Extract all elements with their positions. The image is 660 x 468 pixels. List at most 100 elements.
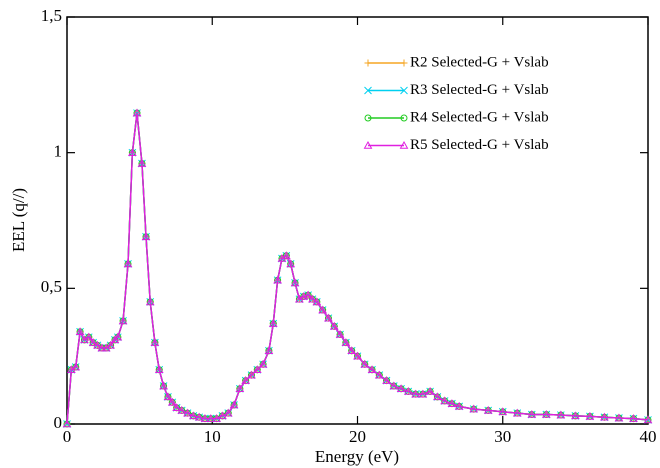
marker	[141, 232, 151, 241]
marker	[241, 376, 251, 384]
y-tick-label: 1,5	[41, 6, 62, 25]
marker	[396, 384, 406, 393]
marker	[360, 359, 370, 368]
y-tick-label: 0	[54, 413, 63, 432]
legend-marker	[400, 114, 408, 122]
marker	[223, 408, 233, 417]
marker	[629, 414, 638, 422]
series-line	[66, 112, 649, 425]
marker	[556, 410, 566, 419]
marker	[218, 411, 227, 420]
marker	[303, 290, 313, 299]
marker	[258, 359, 268, 368]
x-tick-label: 30	[494, 427, 511, 446]
marker	[329, 321, 339, 330]
legend-marker	[364, 59, 372, 67]
marker	[106, 340, 115, 349]
marker	[571, 411, 580, 420]
marker	[433, 392, 442, 401]
marker	[290, 278, 300, 287]
marker	[62, 419, 72, 428]
marker	[252, 365, 262, 374]
marker	[281, 251, 291, 260]
marker	[137, 158, 147, 167]
legend-marker	[399, 140, 409, 149]
legend-label: R5 Selected-G + Vslab	[410, 137, 549, 153]
x-axis-label: Energy (eV)	[315, 447, 399, 466]
marker	[483, 405, 493, 414]
marker	[335, 329, 345, 338]
marker	[154, 365, 164, 374]
marker	[341, 338, 351, 346]
marker	[600, 412, 609, 421]
marker	[324, 313, 333, 322]
series-line	[66, 112, 649, 425]
marker	[212, 414, 221, 422]
marker	[177, 405, 187, 414]
marker	[163, 392, 173, 401]
marker	[113, 332, 123, 341]
x-tick-label: 10	[204, 427, 221, 446]
y-tick-label: 0,5	[41, 277, 62, 296]
marker	[88, 338, 98, 346]
legend-marker	[363, 140, 373, 149]
marker	[643, 415, 653, 424]
marker	[469, 404, 479, 413]
y-axis-label: EEL (q//)	[9, 188, 28, 252]
series-line	[66, 112, 649, 425]
plot-frame	[66, 16, 649, 425]
marker	[229, 400, 239, 409]
marker	[84, 332, 94, 341]
legend-marker	[400, 59, 408, 67]
marker	[235, 384, 245, 393]
marker	[200, 414, 210, 422]
marker	[512, 408, 522, 417]
marker	[194, 412, 204, 421]
marker	[353, 351, 362, 360]
marker	[454, 401, 464, 410]
marker	[312, 297, 322, 306]
marker	[189, 411, 198, 420]
series-line	[66, 112, 649, 425]
marker	[247, 370, 256, 379]
marker	[172, 403, 182, 412]
marker	[374, 370, 384, 379]
marker	[97, 343, 107, 352]
marker	[541, 409, 551, 418]
marker	[123, 259, 133, 268]
marker	[614, 413, 624, 422]
marker	[286, 259, 296, 268]
marker	[318, 305, 327, 314]
legend-marker	[364, 114, 372, 122]
x-tick-label: 0	[63, 427, 72, 446]
marker	[447, 399, 457, 407]
marker	[411, 389, 420, 398]
marker	[132, 108, 142, 117]
marker	[389, 381, 399, 390]
marker	[273, 275, 282, 284]
x-tick-label: 40	[640, 427, 657, 446]
marker	[167, 397, 177, 406]
marker	[268, 319, 278, 327]
legend-marker	[400, 86, 408, 95]
x-tick-label: 20	[349, 427, 366, 446]
marker	[71, 362, 81, 371]
marker	[418, 389, 428, 398]
marker	[145, 297, 155, 306]
marker	[308, 294, 317, 303]
legend-marker	[364, 86, 372, 95]
marker	[206, 414, 216, 422]
marker	[440, 396, 449, 405]
marker	[183, 408, 192, 417]
marker	[93, 340, 102, 349]
marker	[498, 407, 508, 416]
marker	[75, 327, 85, 336]
marker	[264, 346, 274, 355]
marker	[527, 409, 537, 418]
marker	[347, 346, 357, 355]
y-tick-label: 1	[54, 142, 63, 161]
marker	[585, 411, 595, 420]
legend-label: R3 Selected-G + Vslab	[410, 82, 549, 98]
marker	[150, 338, 160, 346]
